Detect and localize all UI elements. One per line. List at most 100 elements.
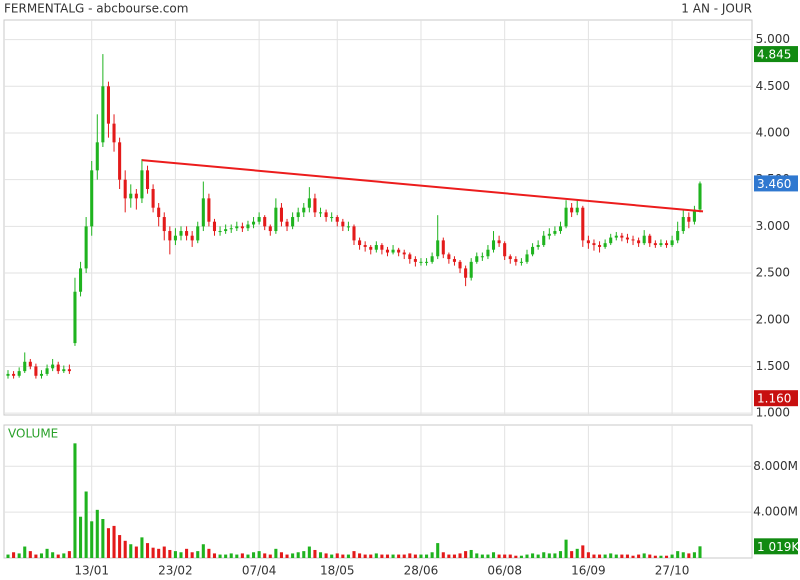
volume-bar bbox=[90, 521, 94, 558]
volume-bar bbox=[419, 554, 423, 558]
candle-body bbox=[34, 366, 38, 376]
candle-body bbox=[458, 261, 462, 269]
trend-line bbox=[141, 159, 704, 213]
volume-bar bbox=[676, 551, 680, 558]
candle-body bbox=[84, 226, 88, 269]
x-tick-label: 07/04 bbox=[242, 564, 277, 578]
volume-bar bbox=[190, 552, 194, 558]
y-tick-label: 1.000 bbox=[756, 406, 790, 420]
candle-body bbox=[536, 245, 540, 247]
volume-tick-label: 4.000M bbox=[753, 505, 798, 519]
volume-bar bbox=[229, 553, 233, 558]
volume-bar bbox=[352, 551, 356, 558]
candle-body bbox=[279, 207, 283, 222]
volume-bar bbox=[614, 554, 618, 558]
candle-body bbox=[313, 198, 317, 213]
candle-body bbox=[112, 123, 116, 143]
candle-body bbox=[436, 240, 440, 257]
volume-bar bbox=[207, 548, 211, 558]
candle-body bbox=[17, 371, 21, 376]
candle-body bbox=[162, 217, 166, 232]
volume-bar bbox=[67, 551, 71, 558]
volume-bar bbox=[201, 544, 205, 558]
volume-bar bbox=[519, 555, 523, 558]
candle-body bbox=[581, 207, 585, 241]
candle-body bbox=[106, 86, 110, 124]
candle-body bbox=[653, 243, 657, 246]
volume-bar bbox=[430, 552, 434, 558]
candle-body bbox=[252, 221, 256, 225]
candle-body bbox=[397, 249, 401, 253]
volume-bar bbox=[670, 554, 674, 558]
volume-bar bbox=[346, 554, 350, 558]
volume-bar bbox=[56, 554, 60, 558]
volume-bar bbox=[268, 554, 272, 558]
volume-bar bbox=[151, 547, 155, 558]
volume-tick-label: 8.000M bbox=[753, 459, 798, 473]
volume-bar bbox=[101, 519, 105, 558]
volume-bar bbox=[374, 553, 378, 558]
volume-bar bbox=[6, 554, 10, 558]
candle-body bbox=[324, 212, 328, 218]
candle-body bbox=[508, 256, 512, 260]
volume-bar bbox=[480, 554, 484, 558]
candle-body bbox=[480, 256, 484, 258]
volume-bar bbox=[408, 553, 412, 558]
candle-body bbox=[681, 217, 685, 232]
volume-bar bbox=[402, 554, 406, 558]
candle-body bbox=[447, 254, 451, 260]
volume-bar bbox=[692, 552, 696, 558]
volume-bar bbox=[687, 553, 691, 558]
volume-bar bbox=[95, 509, 99, 558]
volume-bar bbox=[592, 554, 596, 558]
candle-body bbox=[257, 217, 261, 222]
value-marker bbox=[754, 46, 798, 63]
candle-body bbox=[67, 369, 71, 372]
volume-bar bbox=[497, 554, 501, 558]
volume-bar bbox=[581, 545, 585, 558]
candle-body bbox=[291, 217, 295, 227]
candle-body bbox=[531, 246, 535, 255]
candle-body bbox=[318, 212, 323, 214]
volume-bar bbox=[196, 551, 200, 558]
candle-body bbox=[118, 142, 122, 180]
candle-body bbox=[285, 221, 289, 227]
y-tick-label: 2.500 bbox=[756, 266, 790, 280]
candle-body bbox=[486, 249, 490, 257]
volume-bar bbox=[508, 554, 512, 558]
value-marker bbox=[754, 175, 798, 192]
candle-body bbox=[28, 361, 32, 367]
candle-body bbox=[441, 240, 445, 255]
volume-bar bbox=[51, 552, 55, 558]
volume-bar bbox=[469, 549, 473, 558]
candle-body bbox=[23, 361, 27, 372]
candle-body bbox=[558, 226, 563, 232]
volume-bar bbox=[664, 555, 669, 558]
candle-body bbox=[469, 261, 473, 278]
candle-body bbox=[687, 217, 691, 222]
candle-body bbox=[212, 221, 217, 232]
candle-body bbox=[659, 243, 663, 246]
volume-bar bbox=[62, 553, 66, 558]
volume-bar bbox=[642, 553, 646, 558]
chart-title: FERMENTALG - abcbourse.com bbox=[4, 2, 188, 16]
volume-bar bbox=[564, 539, 568, 558]
candle-body bbox=[452, 259, 456, 262]
candle-body bbox=[173, 235, 177, 241]
candle-body bbox=[614, 235, 618, 238]
volume-bar bbox=[514, 555, 518, 558]
volume-bar bbox=[313, 549, 317, 558]
candle-body bbox=[39, 373, 44, 376]
volume-bar bbox=[324, 553, 328, 558]
volume-bar bbox=[385, 554, 390, 558]
volume-bar bbox=[586, 552, 590, 558]
y-tick-label: 2.000 bbox=[756, 312, 790, 326]
x-tick-label: 13/01 bbox=[74, 564, 109, 578]
x-tick-label: 27/10 bbox=[655, 564, 690, 578]
value-marker bbox=[754, 390, 798, 407]
candle-body bbox=[391, 249, 395, 253]
candle-body bbox=[586, 240, 590, 244]
volume-bar bbox=[525, 554, 529, 558]
candle-body bbox=[575, 207, 579, 213]
volume-bar bbox=[39, 553, 44, 558]
